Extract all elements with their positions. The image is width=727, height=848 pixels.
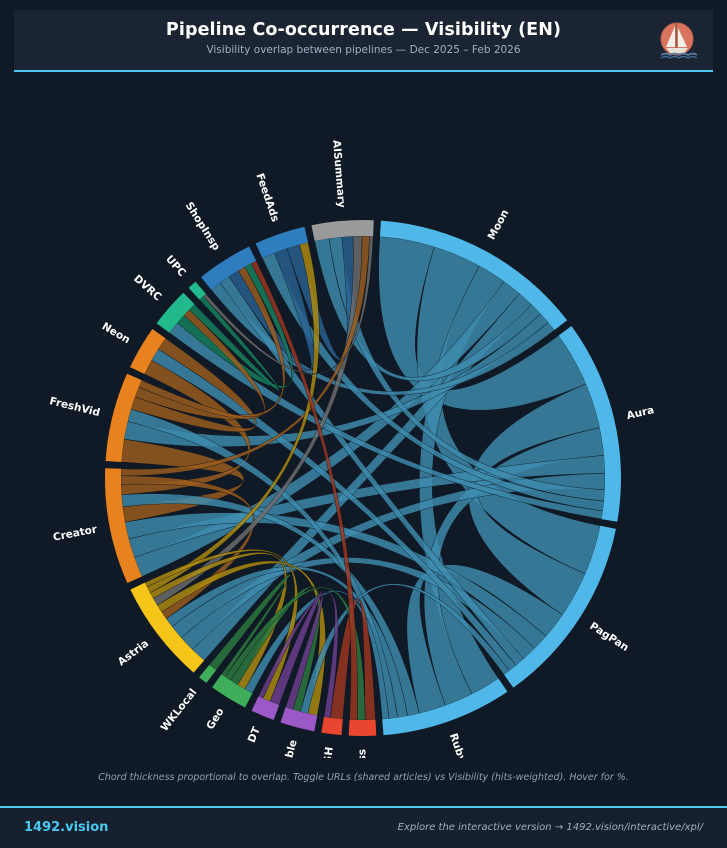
chord-arc-ruby[interactable]: [382, 678, 508, 736]
chord-arc-dvrc[interactable]: [156, 292, 195, 333]
chord-arc-astria[interactable]: [130, 582, 205, 673]
chord-arc-dt[interactable]: [251, 696, 280, 721]
chord-arc-aura[interactable]: [558, 326, 621, 522]
chord-label-astria: Astria: [116, 637, 151, 668]
chord-arc-moon[interactable]: [379, 220, 568, 331]
chord-arc-wklocal[interactable]: [199, 664, 217, 683]
chord-arc-aisummary[interactable]: [311, 219, 374, 241]
chart-caption: Chord thickness proportional to overlap.…: [98, 772, 629, 783]
chord-label-shopinsp: ShopInsp: [183, 200, 223, 253]
chord-arc-layer[interactable]: [104, 219, 621, 737]
brand-ship-logo-icon: [660, 22, 698, 59]
chord-ribbon[interactable]: [188, 295, 281, 391]
chord-label-dt: DT: [246, 724, 264, 744]
chord-label-wklocal: WKLocal: [159, 687, 200, 734]
chord-label-freshvid: FreshVid: [48, 395, 101, 419]
chord-ribbon[interactable]: [134, 281, 520, 577]
header-bar: Pipeline Co-occurrence — Visibility (EN)…: [14, 10, 713, 72]
chord-arc-dtfable[interactable]: [280, 707, 318, 732]
chord-arc-shopinsp[interactable]: [201, 246, 257, 290]
header-text-block: Pipeline Co-occurrence — Visibility (EN)…: [14, 10, 713, 56]
chord-arc-pagpan[interactable]: [504, 525, 616, 688]
chord-label-dtfable: DTFable: [276, 739, 300, 758]
chord-diagram-container[interactable]: Moon Aura PagPan Ruby MustntMiss NSH DTFable DT…: [0, 78, 727, 758]
chord-diagram[interactable]: Moon Aura PagPan Ruby MustntMiss NSH DTFable DT…: [0, 78, 727, 758]
chord-arc-creator[interactable]: [104, 468, 142, 584]
chord-label-upc: UPC: [163, 253, 188, 279]
chord-ribbon[interactable]: [262, 252, 605, 512]
page-subtitle: Visibility overlap between pipelines — D…: [206, 44, 521, 56]
chord-arc-nsh[interactable]: [321, 716, 343, 736]
chord-label-neon: Neon: [100, 320, 132, 346]
chord-ribbon[interactable]: [210, 282, 555, 396]
chord-arc-upc[interactable]: [188, 281, 206, 300]
chord-label-nsh: NSH: [321, 746, 336, 758]
chord-arc-mustntmiss[interactable]: [348, 719, 377, 737]
chord-ribbon-layer[interactable]: [120, 235, 606, 721]
chord-label-pagpan: PagPan: [587, 620, 630, 654]
chord-ribbon[interactable]: [300, 583, 510, 714]
chord-label-aura: Aura: [626, 404, 656, 422]
chord-label-ruby: Ruby: [447, 732, 468, 758]
footer-interactive-link[interactable]: Explore the interactive version → 1492.v…: [397, 822, 703, 833]
chord-arc-freshvid[interactable]: [105, 373, 142, 463]
chord-ribbon[interactable]: [169, 322, 603, 520]
footer-brand[interactable]: 1492.vision: [24, 820, 109, 835]
footer-bar: 1492.vision Explore the interactive vers…: [0, 806, 727, 848]
chord-label-moon: Moon: [486, 208, 512, 242]
chord-arc-feedads[interactable]: [255, 226, 309, 258]
chord-arc-geo[interactable]: [212, 674, 253, 708]
chord-label-dvrc: DVRC: [131, 273, 164, 304]
chord-ribbon[interactable]: [120, 235, 370, 476]
chord-label-aisummary: AISummary: [330, 140, 347, 209]
chord-label-geo: Geo: [204, 706, 226, 732]
chord-label-feedads: FeedAds: [253, 172, 281, 224]
page-title: Pipeline Co-occurrence — Visibility (EN): [165, 20, 562, 40]
chord-label-creator: Creator: [52, 523, 99, 543]
chord-label-mustntmiss: MustntMiss: [356, 749, 368, 758]
chord-arc-neon[interactable]: [130, 329, 166, 375]
